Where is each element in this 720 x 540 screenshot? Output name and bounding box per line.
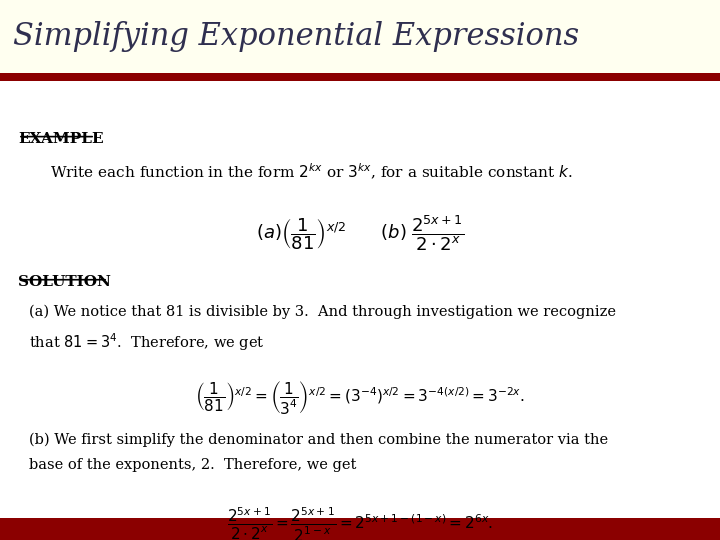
Text: $\left(\dfrac{1}{81}\right)^{x/2} = \left(\dfrac{1}{3^4}\right)^{x/2} = \left(3^: $\left(\dfrac{1}{81}\right)^{x/2} = \lef… bbox=[195, 379, 525, 416]
Text: $\dfrac{2^{5x+1}}{2\cdot 2^{x}} = \dfrac{2^{5x+1}}{2^{1-x}} = 2^{5x+1-(1-x)} = 2: $\dfrac{2^{5x+1}}{2\cdot 2^{x}} = \dfrac… bbox=[227, 506, 493, 540]
Text: SOLUTION: SOLUTION bbox=[18, 275, 111, 289]
Text: $(a)\left(\dfrac{1}{81}\right)^{x/2} \qquad (b)\;\dfrac{2^{5x+1}}{2\cdot 2^{x}}$: $(a)\left(\dfrac{1}{81}\right)^{x/2} \qq… bbox=[256, 213, 464, 253]
Text: that $81 = 3^4$.  Therefore, we get: that $81 = 3^4$. Therefore, we get bbox=[29, 331, 264, 353]
Text: Write each function in the form $2^{kx}$ or $3^{kx}$, for a suitable constant $k: Write each function in the form $2^{kx}$… bbox=[50, 162, 573, 182]
FancyBboxPatch shape bbox=[0, 81, 720, 518]
Text: (b) We first simplify the denominator and then combine the numerator via the: (b) We first simplify the denominator an… bbox=[29, 433, 608, 447]
Text: EXAMPLE: EXAMPLE bbox=[18, 132, 104, 146]
Text: (a) We notice that 81 is divisible by 3.  And through investigation we recognize: (a) We notice that 81 is divisible by 3.… bbox=[29, 305, 616, 320]
FancyBboxPatch shape bbox=[0, 73, 720, 103]
FancyBboxPatch shape bbox=[0, 518, 720, 540]
Text: base of the exponents, 2.  Therefore, we get: base of the exponents, 2. Therefore, we … bbox=[29, 458, 356, 472]
FancyBboxPatch shape bbox=[0, 0, 720, 73]
Text: Simplifying Exponential Expressions: Simplifying Exponential Expressions bbox=[13, 21, 579, 52]
